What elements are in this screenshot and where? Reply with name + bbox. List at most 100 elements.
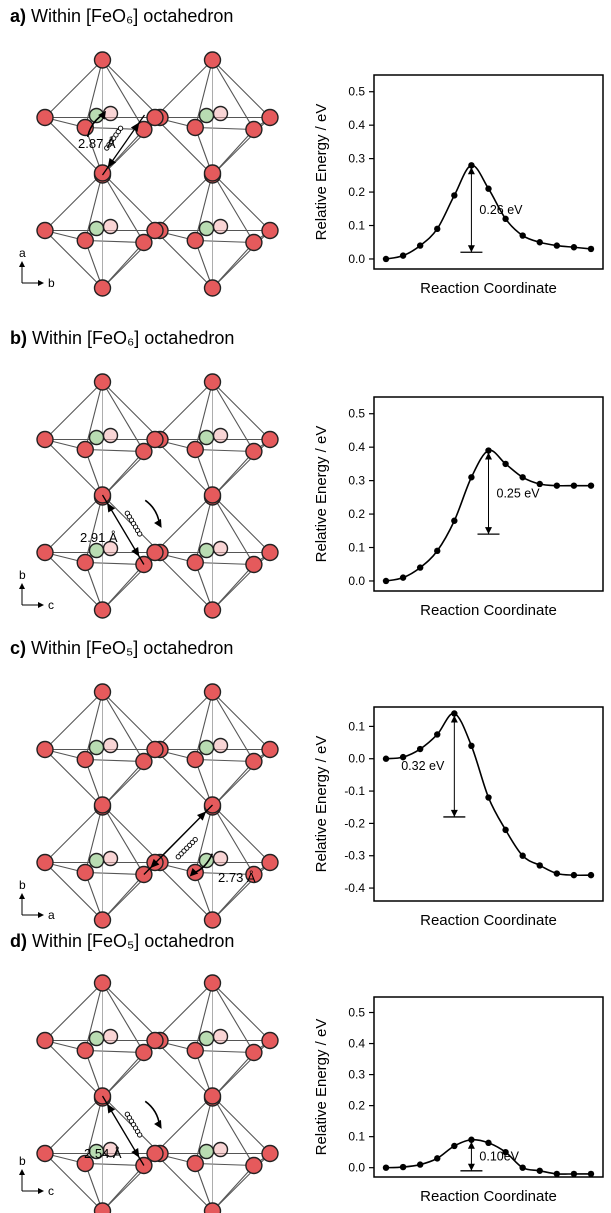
o-atom (203, 683, 222, 701)
panel-letter: d) (10, 931, 27, 951)
o-atom (245, 1043, 263, 1062)
data-point (570, 244, 578, 251)
y-tick-label: 0.1 (348, 219, 365, 233)
hop-distance-label: 2.73 Å (218, 870, 256, 885)
crystal-structure: 2.54 Å b c (19, 974, 279, 1213)
bond-line (212, 59, 271, 118)
bond-line (44, 982, 103, 1041)
bond-line (102, 381, 161, 440)
bond-line (194, 804, 214, 873)
o-atom (203, 974, 222, 992)
bond-line (102, 242, 145, 289)
bond-line (44, 552, 103, 611)
hop-distance-label: 2.54 Å (84, 1146, 122, 1161)
faded-o-atom (102, 850, 119, 867)
o-atom (203, 486, 222, 504)
o-atom (203, 1087, 222, 1105)
axis-arrowhead (38, 1188, 44, 1194)
direction-arrowhead (189, 867, 199, 877)
barrier-arrowhead-down (467, 1163, 475, 1171)
bond-line (212, 381, 271, 440)
bond-line (102, 564, 145, 611)
bond-line (154, 691, 213, 750)
bond-line (84, 691, 104, 760)
hop-arrowhead (131, 1147, 140, 1158)
bond-line (154, 172, 213, 231)
direction-arrowhead (154, 1119, 162, 1129)
data-point (416, 1161, 424, 1168)
y-tick-label: 0.4 (348, 1037, 365, 1051)
bond-line (102, 172, 161, 231)
barrier-arrowhead-up (467, 1141, 475, 1149)
o-atom (245, 555, 263, 574)
bond-line (194, 381, 214, 450)
data-point (519, 474, 526, 481)
bond-line (44, 439, 103, 498)
data-point (468, 162, 475, 169)
y-tick-label: 0.3 (348, 474, 365, 488)
barrier-arrowhead-up (467, 167, 475, 175)
fe-atom (88, 739, 105, 756)
y-tick-label: -0.3 (344, 849, 365, 863)
o-atom (93, 51, 112, 69)
bond-line (195, 1049, 254, 1054)
direction-arrowhead (154, 518, 162, 528)
bond-line (212, 564, 255, 611)
data-point (416, 242, 424, 249)
data-point (434, 547, 441, 555)
y-tick-label: 0.5 (348, 1006, 365, 1020)
panel-title: b) Within [FeO₆] octahedron (10, 328, 234, 349)
o-atom (36, 740, 54, 759)
axis-arrowhead (19, 583, 25, 589)
axis-arrowhead (19, 1169, 25, 1175)
bond-line (154, 749, 213, 808)
y-tick-label: 0.4 (348, 118, 365, 132)
barrier-arrowhead-down (485, 527, 492, 535)
o-atom (186, 750, 204, 769)
o-atom (203, 164, 222, 182)
o-atom (36, 1144, 54, 1163)
axis-arrowhead (38, 602, 44, 608)
faded-o-atom (212, 540, 229, 557)
bond-line (194, 494, 214, 563)
bond-line (154, 862, 213, 921)
data-point (434, 731, 441, 738)
fe-atom (88, 429, 105, 446)
bond-line (212, 494, 271, 553)
x-axis-label: Reaction Coordinate (420, 602, 557, 619)
data-point (451, 517, 458, 524)
bond-line (84, 381, 104, 450)
data-point (399, 574, 407, 581)
o-atom (146, 108, 164, 127)
bond-line (212, 691, 271, 750)
data-point (399, 252, 407, 259)
o-atom (245, 442, 263, 461)
y-tick-label: 0.4 (348, 440, 365, 454)
plot-frame (373, 996, 604, 1178)
o-atom (203, 601, 222, 619)
data-point (502, 826, 509, 834)
bond-line (212, 129, 255, 176)
o-atom (76, 750, 94, 769)
bond-line (44, 59, 103, 118)
data-point (451, 192, 458, 199)
bond-line (212, 874, 255, 921)
o-atom (261, 1031, 279, 1050)
o-atom (146, 1031, 164, 1050)
fe-atom (88, 852, 105, 869)
panel-c: c) Within [FeO₅] octahedron 2.73 Å b a 0.1… (0, 632, 611, 937)
data-point (434, 1155, 441, 1162)
bond-line (102, 59, 161, 118)
panel-title: c) Within [FeO₅] octahedron (10, 638, 233, 659)
panel-a: a) Within [FeO₆] octahedron 2.87 Å a b 0.0… (0, 0, 611, 305)
data-point (451, 1142, 458, 1150)
bond-line (195, 448, 254, 453)
panel-title-text: Within [FeO₆] octahedron (31, 6, 234, 26)
energy-chart: 0.0 0.1 0.2 0.3 0.4 0.5 Relative Energy / eV Re… (313, 996, 604, 1205)
faded-o-atom (102, 105, 119, 122)
barrier-arrowhead-up (485, 452, 492, 460)
o-atom (186, 231, 204, 250)
bond-line (102, 129, 145, 176)
o-atom (93, 601, 112, 619)
y-axis-label: Relative Energy / eV (313, 104, 330, 241)
